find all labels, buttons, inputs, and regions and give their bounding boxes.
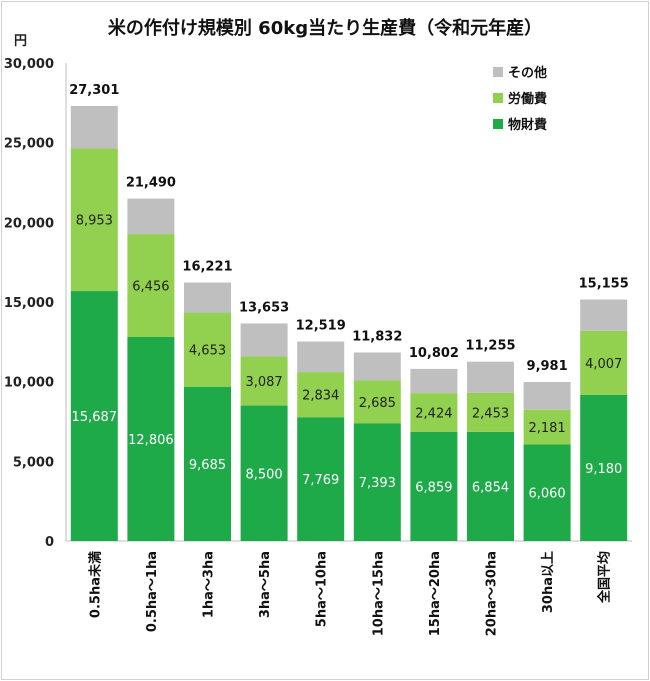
bar-total-label: 12,519 [296, 319, 346, 334]
bar-segment-roudou [240, 356, 288, 406]
y-tick-label: 30,000 [4, 57, 54, 72]
y-tick-label: 5,000 [13, 455, 54, 470]
bar-segment-sonota [580, 299, 628, 331]
bar-segment-butsuzai [353, 423, 401, 541]
bar-value-label: 2,424 [415, 406, 452, 421]
category-label: 3ha～5ha [258, 551, 273, 618]
bar-segment-roudou [467, 392, 514, 432]
y-tick-label: 25,000 [4, 137, 54, 152]
bar-value-label: 2,181 [528, 421, 565, 436]
bar-value-label: 2,453 [472, 406, 509, 421]
bar-segment-roudou [127, 234, 175, 337]
bar-segment-sonota [70, 106, 118, 149]
bar-segment-roudou [580, 330, 628, 395]
bar-segment-butsuzai [410, 431, 458, 541]
bar-value-label: 2,834 [302, 389, 339, 404]
bar-value-label: 12,806 [128, 433, 174, 448]
legend-label: その他 [508, 65, 547, 81]
bar-segment-butsuzai [240, 405, 288, 541]
bar-total-label: 27,301 [69, 83, 119, 98]
category-label: 15ha～20ha [428, 551, 443, 636]
bar-value-label: 8,953 [76, 214, 113, 229]
bar-value-label: 2,685 [359, 396, 396, 411]
bar-value-label: 15,687 [72, 410, 118, 425]
category-label: 全国平均 [597, 551, 613, 604]
bar-segment-sonota [240, 323, 288, 357]
bar-value-label: 8,500 [245, 467, 282, 482]
bar-value-label: 9,180 [585, 462, 622, 477]
bar-segment-butsuzai [70, 291, 118, 541]
category-label: 0.5ha未満 [87, 551, 103, 618]
bar-total-label: 13,653 [239, 300, 289, 315]
bar-value-label: 4,653 [189, 344, 226, 359]
legend-swatch [493, 119, 503, 129]
category-label: 20ha～30ha [485, 551, 500, 636]
category-label: 1ha～3ha [202, 551, 217, 618]
legend-swatch [493, 93, 503, 103]
bar-segment-butsuzai [127, 336, 175, 541]
bar-segment-sonota [297, 341, 345, 373]
y-tick-label: 20,000 [4, 216, 54, 231]
bar-segment-sonota [523, 381, 571, 410]
bar-segment-roudou [410, 393, 458, 432]
bar-segment-sonota [184, 282, 231, 313]
bar-segment-butsuzai [184, 386, 231, 541]
chart-title: 米の作付け規模別 60kg当たり生産費（令和元年産） [107, 18, 543, 39]
legend-label: 労働費 [508, 91, 547, 107]
bar-segment-sonota [467, 361, 514, 393]
bar-value-label: 6,456 [132, 280, 169, 295]
bar-value-label: 6,060 [528, 487, 565, 502]
category-label: 0.5ha～1ha [145, 551, 160, 632]
bar-total-label: 9,981 [527, 359, 568, 374]
bar-segment-butsuzai [467, 431, 514, 541]
bar-segment-butsuzai [580, 394, 628, 541]
bar-total-label: 11,255 [465, 339, 515, 354]
bar-total-label: 15,155 [579, 277, 629, 292]
bar-segment-sonota [127, 198, 175, 235]
bar-total-label: 10,802 [409, 346, 459, 361]
bar-value-label: 6,859 [415, 480, 452, 495]
bar-value-label: 3,087 [245, 375, 282, 390]
y-tick-label: 0 [45, 535, 54, 550]
y-axis-unit: 円 [14, 34, 28, 49]
bar-segment-roudou [353, 380, 401, 424]
bar-value-label: 7,393 [359, 476, 396, 491]
bar-segment-butsuzai [523, 444, 571, 541]
legend-label: 物財費 [508, 117, 547, 133]
y-tick-label: 10,000 [4, 376, 54, 391]
bar-total-label: 11,832 [352, 329, 402, 344]
y-tick-label: 15,000 [4, 296, 54, 311]
bar-total-label: 16,221 [182, 260, 232, 275]
category-label: 30ha以上 [541, 551, 556, 613]
legend-swatch [493, 67, 503, 77]
bar-total-label: 21,490 [126, 176, 176, 191]
bar-value-label: 9,685 [189, 458, 226, 473]
bar-value-label: 7,769 [302, 473, 339, 488]
bar-segment-butsuzai [297, 417, 345, 541]
bar-value-label: 4,007 [585, 357, 622, 372]
bar-segment-sonota [353, 352, 401, 381]
bar-segment-roudou [184, 312, 231, 387]
category-label: 10ha～15ha [371, 551, 386, 636]
bar-segment-sonota [410, 368, 458, 394]
bar-segment-roudou [297, 372, 345, 418]
category-label: 5ha～10ha [315, 551, 330, 627]
bar-segment-roudou [523, 409, 571, 445]
bar-value-label: 6,854 [472, 480, 509, 495]
bar-segment-roudou [70, 148, 118, 292]
